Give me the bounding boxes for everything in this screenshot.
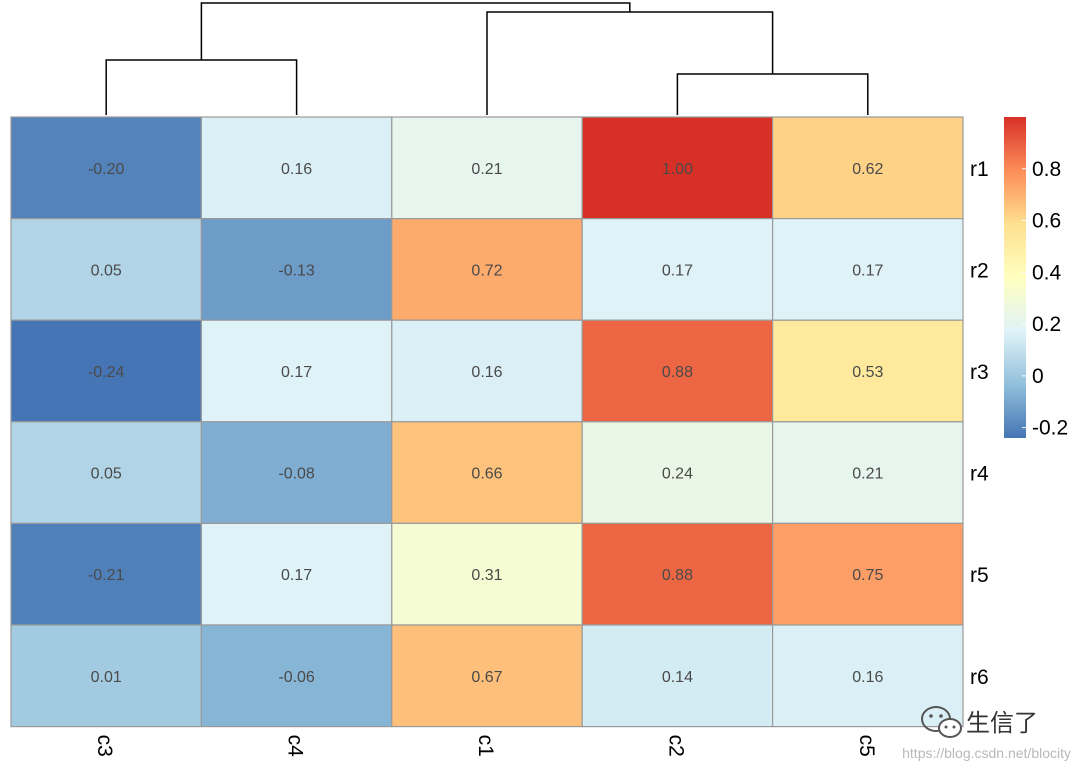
watermark: 生信了 https://blog.csdn.net/blocity	[902, 706, 1071, 761]
row-label-r2: r2	[970, 259, 989, 282]
cell-value-label: 0.17	[852, 262, 883, 279]
heatmap-cell	[10, 319, 202, 423]
heatmap-cell	[581, 522, 774, 626]
cell-value-label: 0.17	[281, 567, 312, 584]
dendrogram-branch	[676, 73, 869, 115]
cell-value-label: 0.72	[471, 262, 502, 279]
legend-tick-label: 0.4	[1032, 261, 1062, 284]
row-label-r5: r5	[970, 564, 989, 587]
cell-value-label: 0.75	[852, 567, 883, 584]
cell-value-label: -0.20	[88, 161, 125, 178]
heatmap-cell	[391, 624, 583, 728]
column-label-c2: c2	[664, 735, 687, 757]
heatmap-cell	[10, 522, 202, 626]
cell-value-label: 0.21	[471, 161, 502, 178]
cell-value-label: -0.21	[88, 567, 125, 584]
cell-value-label: 0.88	[662, 567, 693, 584]
heatmap-cell	[200, 624, 393, 728]
heatmap-cell	[391, 319, 583, 423]
heatmap-cell	[581, 319, 774, 423]
heatmap-cell	[581, 624, 774, 728]
heatmap-cell	[771, 624, 964, 728]
wechat-icon	[921, 706, 962, 738]
column-label-c3: c3	[93, 735, 116, 757]
row-label-r1: r1	[970, 158, 989, 181]
column-label-c1: c1	[474, 735, 497, 757]
cell-value-label: 0.01	[91, 669, 122, 686]
cell-value-label: 0.05	[91, 466, 122, 483]
legend-tick-label: 0.2	[1032, 313, 1061, 336]
heatmap-cell	[200, 116, 393, 220]
heatmap-cell	[10, 218, 202, 321]
column-labels: c3 c4 c1 c2 c5	[93, 735, 878, 758]
watermark-url: https://blog.csdn.net/blocity	[902, 745, 1071, 761]
cell-value-label: 0.14	[662, 669, 693, 686]
heatmap-cell	[581, 421, 774, 524]
cell-value-label: 0.67	[471, 669, 502, 686]
cell-value-label: -0.13	[278, 262, 315, 279]
heatmap-cell	[200, 319, 393, 423]
cell-value-label: 0.05	[91, 262, 122, 279]
cell-value-label: -0.08	[278, 466, 315, 483]
legend-tick-label: 0.6	[1032, 210, 1061, 233]
heatmap-cell	[771, 116, 964, 220]
legend-tick-label: 0	[1032, 365, 1044, 388]
heatmap-cell	[10, 624, 202, 728]
legend-tick-label: -0.2	[1032, 417, 1068, 440]
heatmap-cell	[200, 522, 393, 626]
heatmap-cell	[581, 218, 774, 321]
column-label-c4: c4	[284, 735, 307, 758]
heatmap-cell	[391, 421, 583, 524]
legend-tick-label: 0.8	[1032, 158, 1061, 181]
cell-value-label: -0.24	[88, 364, 125, 381]
dendrogram-branch	[486, 11, 774, 115]
legend-colorbar	[1004, 117, 1026, 438]
heatmap-cell	[771, 522, 964, 626]
row-label-r3: r3	[970, 361, 989, 384]
heatmap-cell	[771, 218, 964, 321]
dendrogram-branch	[105, 59, 298, 115]
heatmap-cell	[771, 319, 964, 423]
dendrogram-branch	[200, 2, 631, 60]
cell-value-label: 0.17	[662, 262, 693, 279]
row-labels: r1 r2 r3 r4 r5 r6	[970, 158, 989, 689]
heatmap-cells: -0.20 0.16 0.21 1.00 0.62 0.05 -0.13 0.72 0.17 0.…	[10, 116, 964, 728]
cell-value-label: 0.66	[471, 466, 502, 483]
row-label-r4: r4	[970, 463, 989, 486]
cell-value-label: 0.62	[852, 161, 883, 178]
cell-value-label: 0.16	[281, 161, 312, 178]
cell-value-label: 0.21	[852, 466, 883, 483]
cell-value-label: 0.17	[281, 364, 312, 381]
cell-value-label: 0.16	[471, 364, 502, 381]
cell-value-label: 0.88	[662, 364, 693, 381]
cell-value-label: -0.06	[278, 669, 315, 686]
cell-value-label: 1.00	[662, 161, 693, 178]
cell-value-label: 0.31	[471, 567, 502, 584]
heatmap-cell	[391, 218, 583, 321]
cell-value-label: 0.53	[852, 364, 883, 381]
row-label-r6: r6	[970, 666, 989, 689]
cell-value-label: 0.24	[662, 466, 693, 483]
watermark-brand: 生信了	[966, 709, 1038, 737]
column-label-c5: c5	[855, 735, 878, 757]
column-dendrogram	[105, 2, 869, 115]
heatmap-cell	[391, 522, 583, 626]
color-legend: 0.8 0.6 0.4 0.2 0 -0.2	[1004, 117, 1068, 440]
cell-value-label: 0.16	[852, 669, 883, 686]
